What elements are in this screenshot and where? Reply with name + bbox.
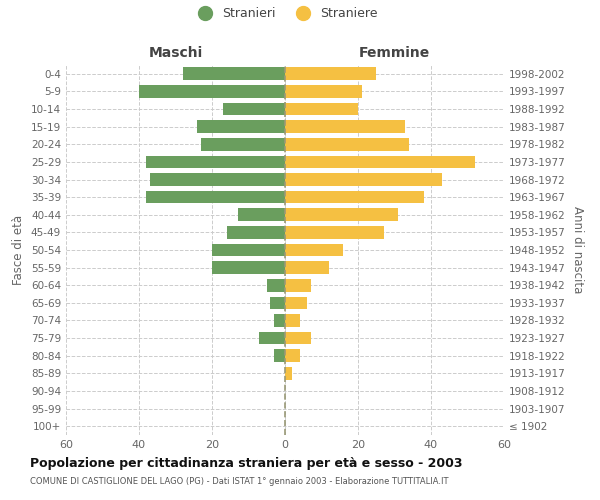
Bar bbox=[267, 279, 285, 291]
Legend: Stranieri, Straniere: Stranieri, Straniere bbox=[187, 2, 383, 26]
Bar bbox=[285, 208, 398, 221]
Bar bbox=[285, 191, 424, 203]
Bar bbox=[285, 314, 299, 327]
Bar bbox=[146, 156, 285, 168]
Bar bbox=[285, 102, 358, 116]
Bar bbox=[274, 314, 285, 327]
Bar bbox=[150, 173, 285, 186]
Bar bbox=[274, 350, 285, 362]
Text: Popolazione per cittadinanza straniera per età e sesso - 2003: Popolazione per cittadinanza straniera p… bbox=[30, 458, 463, 470]
Text: COMUNE DI CASTIGLIONE DEL LAGO (PG) - Dati ISTAT 1° gennaio 2003 - Elaborazione : COMUNE DI CASTIGLIONE DEL LAGO (PG) - Da… bbox=[30, 478, 449, 486]
Bar bbox=[285, 332, 311, 344]
Bar bbox=[285, 350, 299, 362]
Bar bbox=[259, 332, 285, 344]
Bar bbox=[285, 156, 475, 168]
Bar bbox=[285, 120, 406, 133]
Text: Femmine: Femmine bbox=[359, 46, 430, 60]
Bar bbox=[197, 120, 285, 133]
Bar bbox=[201, 138, 285, 150]
Bar bbox=[212, 262, 285, 274]
Bar bbox=[285, 367, 292, 380]
Bar bbox=[285, 244, 343, 256]
Bar bbox=[271, 296, 285, 309]
Bar bbox=[285, 262, 329, 274]
Bar bbox=[146, 191, 285, 203]
Bar bbox=[238, 208, 285, 221]
Bar bbox=[139, 85, 285, 98]
Bar bbox=[223, 102, 285, 116]
Text: Maschi: Maschi bbox=[148, 46, 203, 60]
Bar bbox=[285, 296, 307, 309]
Y-axis label: Anni di nascita: Anni di nascita bbox=[571, 206, 584, 294]
Bar bbox=[212, 244, 285, 256]
Bar bbox=[285, 279, 311, 291]
Bar bbox=[285, 226, 383, 238]
Y-axis label: Fasce di età: Fasce di età bbox=[13, 215, 25, 285]
Bar bbox=[227, 226, 285, 238]
Bar bbox=[285, 68, 376, 80]
Bar bbox=[285, 85, 362, 98]
Bar bbox=[285, 138, 409, 150]
Bar bbox=[285, 173, 442, 186]
Bar bbox=[183, 68, 285, 80]
